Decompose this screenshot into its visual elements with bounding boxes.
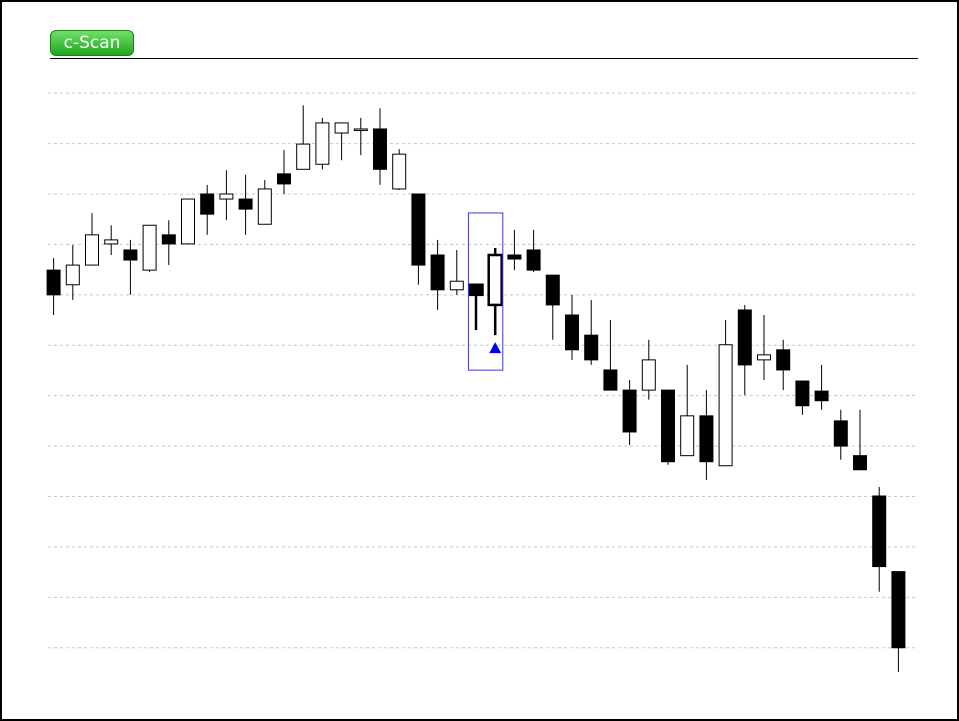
candle-body <box>373 128 387 170</box>
candle-body <box>104 239 119 245</box>
candle-body <box>833 420 848 447</box>
candle-body <box>641 359 656 391</box>
candle-body <box>795 380 810 407</box>
candle-body <box>584 334 599 361</box>
candle-body <box>353 128 368 131</box>
signal-marker <box>489 342 502 354</box>
candle-body <box>853 455 867 471</box>
candle-body <box>487 253 503 307</box>
candle-body <box>622 389 637 433</box>
candle-body <box>200 193 215 215</box>
header-rule <box>50 58 918 59</box>
candle-body <box>526 249 541 271</box>
candle-body <box>872 495 887 568</box>
logo[interactable]: c-Scan <box>50 30 134 56</box>
candle-body <box>392 153 407 190</box>
candle-body <box>85 234 99 266</box>
signal-box <box>467 212 504 371</box>
candle-body <box>737 309 752 366</box>
candle-body <box>680 415 695 457</box>
candle-body <box>142 224 157 271</box>
candle-body <box>161 234 176 245</box>
candle-body <box>776 349 791 371</box>
candle-body <box>891 571 906 649</box>
candle-body <box>315 122 330 165</box>
candle-body <box>814 390 829 402</box>
candle-body <box>699 415 714 463</box>
candle-body <box>565 314 579 351</box>
candle-body <box>468 283 484 297</box>
candle-body <box>603 369 618 391</box>
candle-body <box>411 193 426 266</box>
candle-body <box>718 344 733 467</box>
candle-body <box>123 249 138 261</box>
candle-body <box>219 193 234 200</box>
candle-body <box>507 254 522 260</box>
candle-body <box>757 354 771 361</box>
candle-body <box>296 143 311 170</box>
candle-body <box>238 198 253 210</box>
candle-body <box>181 198 195 245</box>
candle-body <box>277 173 291 185</box>
candle-body <box>545 274 560 306</box>
candle-body <box>661 389 675 463</box>
candle-body <box>449 280 464 291</box>
candle-body <box>46 269 61 296</box>
candle-body <box>65 264 80 286</box>
candle-body <box>334 122 349 134</box>
candle-body <box>257 188 272 225</box>
candle-body <box>430 254 445 291</box>
